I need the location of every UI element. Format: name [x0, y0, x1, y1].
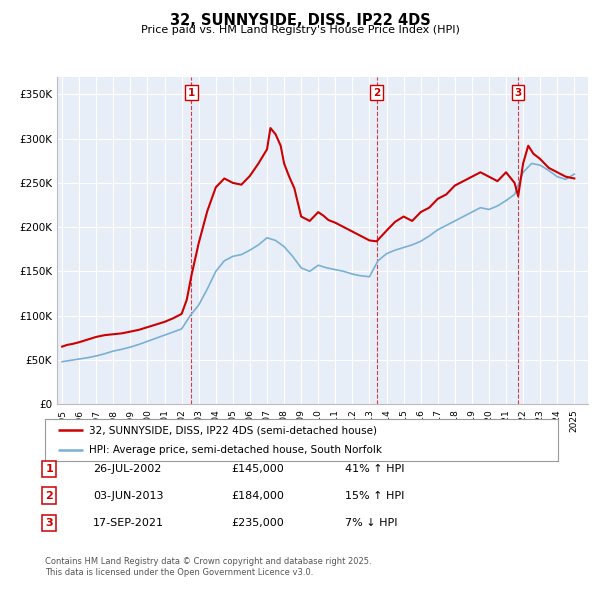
Text: 1: 1: [188, 88, 195, 97]
Text: £235,000: £235,000: [231, 518, 284, 527]
Text: Price paid vs. HM Land Registry's House Price Index (HPI): Price paid vs. HM Land Registry's House …: [140, 25, 460, 35]
Text: Contains HM Land Registry data © Crown copyright and database right 2025.: Contains HM Land Registry data © Crown c…: [45, 558, 371, 566]
Text: 3: 3: [46, 518, 53, 527]
Text: This data is licensed under the Open Government Licence v3.0.: This data is licensed under the Open Gov…: [45, 568, 313, 577]
Text: 03-JUN-2013: 03-JUN-2013: [93, 491, 163, 500]
Text: 3: 3: [515, 88, 522, 97]
Text: HPI: Average price, semi-detached house, South Norfolk: HPI: Average price, semi-detached house,…: [89, 445, 382, 455]
Text: 2: 2: [373, 88, 380, 97]
Text: 2: 2: [46, 491, 53, 500]
Text: 26-JUL-2002: 26-JUL-2002: [93, 464, 161, 474]
Text: 17-SEP-2021: 17-SEP-2021: [93, 518, 164, 527]
Text: £184,000: £184,000: [231, 491, 284, 500]
Text: 1: 1: [46, 464, 53, 474]
Text: 41% ↑ HPI: 41% ↑ HPI: [345, 464, 404, 474]
Text: 32, SUNNYSIDE, DISS, IP22 4DS: 32, SUNNYSIDE, DISS, IP22 4DS: [170, 13, 430, 28]
Text: 32, SUNNYSIDE, DISS, IP22 4DS (semi-detached house): 32, SUNNYSIDE, DISS, IP22 4DS (semi-deta…: [89, 425, 377, 435]
Text: £145,000: £145,000: [231, 464, 284, 474]
Text: 15% ↑ HPI: 15% ↑ HPI: [345, 491, 404, 500]
Text: 7% ↓ HPI: 7% ↓ HPI: [345, 518, 398, 527]
